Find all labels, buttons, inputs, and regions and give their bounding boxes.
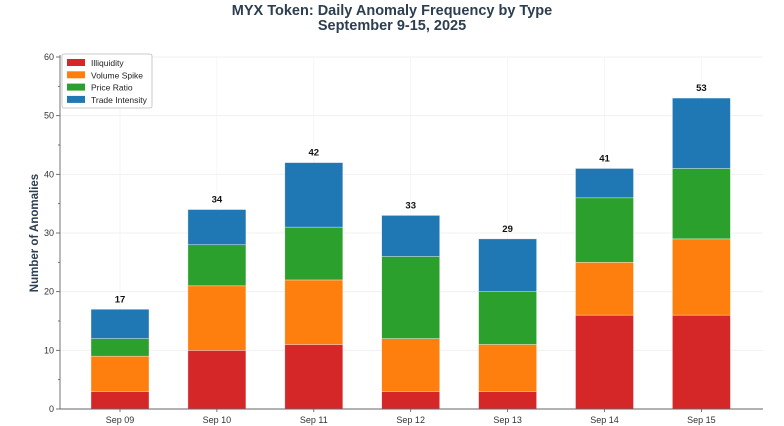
bar-segment-illiquidity [575, 314, 634, 410]
bar-segment-price-ratio [187, 244, 247, 287]
y-axis-label: Number of Anomalies [29, 174, 41, 292]
bar-segment-volume-spike [381, 338, 441, 392]
bar-segment-illiquidity [381, 391, 441, 410]
bar-segment-illiquidity [284, 344, 344, 410]
total-label: 41 [599, 153, 610, 164]
legend-label: Illiquidity [91, 58, 124, 68]
bar-segment-trade-intensity [575, 168, 634, 199]
bar-segment-volume-spike [90, 355, 150, 392]
y-tick-label: 0 [49, 404, 54, 414]
legend-label: Volume Spike [91, 70, 143, 80]
bar-segment-trade-intensity [672, 97, 731, 169]
bar-segment-volume-spike [284, 279, 344, 345]
x-tick-label: Sep 10 [203, 415, 232, 425]
total-label: 34 [212, 195, 223, 206]
x-tick-label: Sep 15 [687, 415, 716, 425]
bar-segment-price-ratio [381, 256, 441, 339]
chart-subtitle: September 9-15, 2025 [317, 18, 467, 34]
bar-segment-price-ratio [575, 197, 634, 263]
legend-swatch [67, 59, 85, 66]
y-tick-label: 40 [44, 169, 54, 179]
bar-segment-illiquidity [90, 391, 150, 410]
x-tick-label: Sep 09 [106, 415, 135, 425]
bar-segment-illiquidity [478, 391, 537, 410]
x-tick-label: Sep 11 [300, 415, 328, 425]
y-tick-label: 20 [44, 287, 54, 297]
bar-segment-trade-intensity [381, 215, 441, 257]
total-label: 29 [502, 224, 513, 235]
bar-segment-price-ratio [672, 168, 731, 240]
legend: Illiquidity Volume Spike Price Ratio Trade … [61, 53, 153, 109]
bar-segment-illiquidity [187, 350, 247, 410]
legend-swatch [67, 83, 85, 91]
bar-segment-price-ratio [90, 338, 150, 357]
y-tick-label: 10 [44, 345, 54, 355]
bar-segment-volume-spike [575, 262, 634, 316]
bar-segment-volume-spike [478, 344, 537, 392]
y-tick-label: 50 [44, 111, 54, 121]
bar-segment-trade-intensity [284, 162, 344, 228]
legend-label: Price Ratio [91, 83, 133, 93]
bar-segment-illiquidity [672, 314, 731, 410]
bar-segment-price-ratio [478, 291, 537, 345]
axes: Sep 09 Sep 10 Sep 11 Sep 12 Sep 13 Sep 14 Sep … [44, 52, 763, 425]
y-tick-label: 60 [44, 52, 54, 62]
bar-segment-volume-spike [187, 285, 247, 351]
x-tick-label: Sep 12 [396, 415, 425, 425]
chart-title: MYX Token: Daily Anomaly Frequency by Ty… [231, 3, 553, 19]
bar-segment-trade-intensity [90, 308, 150, 339]
legend-label: Trade Intensity [91, 95, 148, 105]
x-tick-label: Sep 13 [493, 415, 522, 425]
y-tick-label: 30 [44, 228, 54, 238]
bar-segment-trade-intensity [478, 238, 537, 292]
total-label: 53 [696, 83, 707, 94]
legend-swatch [67, 95, 85, 103]
bar-segment-trade-intensity [187, 209, 247, 246]
bars [90, 97, 731, 410]
value-labels: 17 34 42 33 29 41 53 [115, 83, 707, 305]
total-label: 42 [309, 148, 320, 159]
x-tick-label: Sep 14 [590, 415, 619, 425]
total-label: 17 [115, 294, 126, 305]
bar-segment-volume-spike [672, 238, 731, 316]
legend-swatch [67, 71, 85, 79]
legend-frame [61, 53, 153, 109]
total-label: 33 [405, 200, 416, 211]
bar-segment-price-ratio [284, 226, 344, 281]
